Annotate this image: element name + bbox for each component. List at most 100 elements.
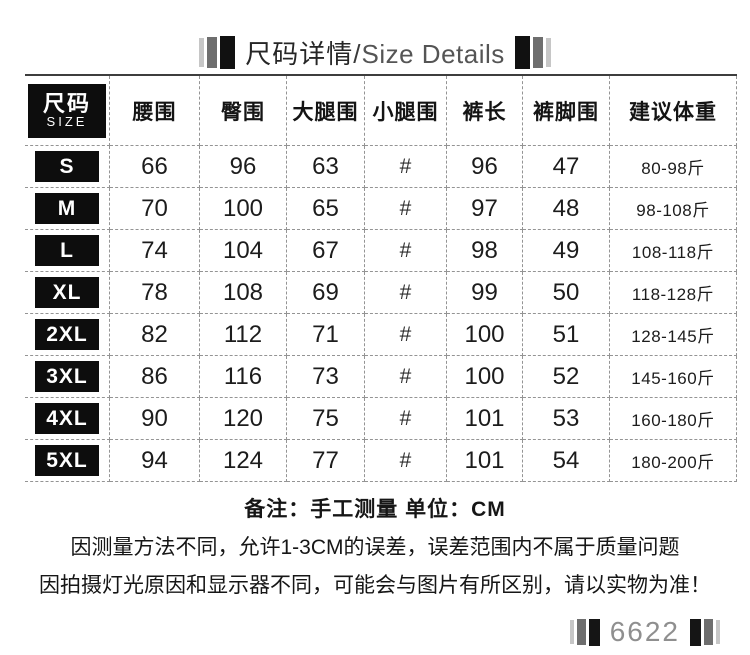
column-header-hip: 臀围	[200, 76, 287, 146]
deco-bar-icon	[569, 620, 574, 644]
deco-bar-icon	[545, 37, 551, 67]
table-cell: 66	[110, 146, 200, 188]
table-cell: 100	[447, 314, 523, 356]
size-badge: 4XL	[35, 403, 99, 434]
table-cell: 54	[523, 440, 610, 482]
table-cell: 145-160斤	[610, 356, 737, 398]
table-cell: 53	[523, 398, 610, 440]
size-details-page: 尺码详情/Size Details 尺码 SIZE 腰围 臀围 大腿围 小腿围 …	[0, 34, 750, 648]
table-cell: 49	[523, 230, 610, 272]
table-cell: #	[365, 398, 447, 440]
note-remark: 备注：手工测量 单位：CM	[244, 498, 506, 521]
deco-bar-icon	[704, 619, 713, 645]
deco-bar-icon	[207, 36, 218, 68]
table-cell: #	[365, 188, 447, 230]
table-row-size-cell: M	[25, 188, 110, 230]
page-title: 尺码详情/Size Details	[0, 34, 750, 70]
page-title-text: 尺码详情/Size Details	[245, 34, 505, 71]
deco-bar-icon	[716, 620, 720, 644]
table-cell: 116	[200, 356, 287, 398]
column-header-size: 尺码 SIZE	[25, 76, 110, 146]
table-cell: 120	[200, 398, 287, 440]
size-badge: S	[35, 151, 99, 182]
table-cell: 90	[110, 398, 200, 440]
table-row-size-cell: 3XL	[25, 356, 110, 398]
title-chinese: 尺码详情	[245, 38, 354, 69]
table-cell: 98	[447, 230, 523, 272]
deco-bar-icon	[576, 619, 586, 645]
table-cell: 180-200斤	[610, 440, 737, 482]
table-cell: 124	[200, 440, 287, 482]
table-cell: 128-145斤	[610, 314, 737, 356]
code-deco-bars-left	[569, 618, 600, 646]
table-cell: 71	[287, 314, 365, 356]
size-badge: L	[35, 235, 99, 266]
table-cell: 101	[447, 398, 523, 440]
title-english: Size Details	[361, 38, 505, 69]
table-cell: 160-180斤	[610, 398, 737, 440]
column-header-thigh: 大腿围	[287, 76, 365, 146]
table-cell: 100	[200, 188, 287, 230]
deco-bar-icon	[690, 618, 701, 646]
table-cell: 97	[447, 188, 523, 230]
table-cell: 98-108斤	[610, 188, 737, 230]
note-color-difference: 因拍摄灯光原因和显示器不同，可能会与图片有所区别，请以实物为准！	[39, 574, 711, 597]
notes-section: 备注：手工测量 单位：CM 因测量方法不同，允许1-3CM的误差，误差范围内不属…	[0, 496, 750, 600]
table-row-size-cell: XL	[25, 272, 110, 314]
deco-bar-icon	[220, 35, 236, 69]
table-cell: #	[365, 440, 447, 482]
title-deco-bars-right	[514, 35, 551, 69]
size-header-badge: 尺码 SIZE	[28, 83, 106, 138]
title-slash: /	[353, 38, 362, 69]
table-cell: 96	[200, 146, 287, 188]
column-header-calf: 小腿围	[365, 76, 447, 146]
column-header-length: 裤长	[447, 76, 523, 146]
table-cell: 75	[287, 398, 365, 440]
table-cell: 80-98斤	[610, 146, 737, 188]
table-cell: 108	[200, 272, 287, 314]
style-code-row: 6622	[0, 616, 720, 648]
table-cell: 112	[200, 314, 287, 356]
table-cell: 101	[447, 440, 523, 482]
column-header-hem: 裤脚围	[523, 76, 610, 146]
size-badge: XL	[35, 277, 99, 308]
table-row-size-cell: 2XL	[25, 314, 110, 356]
size-table: 尺码 SIZE 腰围 臀围 大腿围 小腿围 裤长 裤脚围 建议体重 S 66 9…	[25, 74, 737, 482]
table-cell: #	[365, 230, 447, 272]
table-cell: 74	[110, 230, 200, 272]
size-header-en: SIZE	[46, 114, 88, 130]
table-cell: 104	[200, 230, 287, 272]
table-row-size-cell: 5XL	[25, 440, 110, 482]
table-cell: #	[365, 272, 447, 314]
table-cell: 69	[287, 272, 365, 314]
table-cell: #	[365, 146, 447, 188]
table-cell: 52	[523, 356, 610, 398]
size-badge: 2XL	[35, 319, 99, 350]
deco-bar-icon	[588, 618, 600, 646]
size-badge: M	[35, 193, 99, 224]
table-cell: #	[365, 314, 447, 356]
table-cell: 96	[447, 146, 523, 188]
deco-bar-icon	[199, 37, 205, 67]
column-header-waist: 腰围	[110, 76, 200, 146]
deco-bar-icon	[514, 35, 530, 69]
table-cell: 86	[110, 356, 200, 398]
table-cell: 47	[523, 146, 610, 188]
table-cell: 51	[523, 314, 610, 356]
table-cell: 48	[523, 188, 610, 230]
size-badge: 5XL	[35, 445, 99, 476]
table-cell: 65	[287, 188, 365, 230]
table-cell: 100	[447, 356, 523, 398]
table-row-size-cell: 4XL	[25, 398, 110, 440]
table-cell: 70	[110, 188, 200, 230]
table-row-size-cell: L	[25, 230, 110, 272]
table-cell: 94	[110, 440, 200, 482]
note-tolerance: 因测量方法不同，允许1-3CM的误差，误差范围内不属于质量问题	[70, 536, 680, 559]
size-header-zh: 尺码	[42, 91, 91, 117]
table-cell: 108-118斤	[610, 230, 737, 272]
table-cell: 99	[447, 272, 523, 314]
table-row-size-cell: S	[25, 146, 110, 188]
table-cell: #	[365, 356, 447, 398]
code-deco-bars-right	[690, 618, 720, 646]
size-badge: 3XL	[35, 361, 99, 392]
